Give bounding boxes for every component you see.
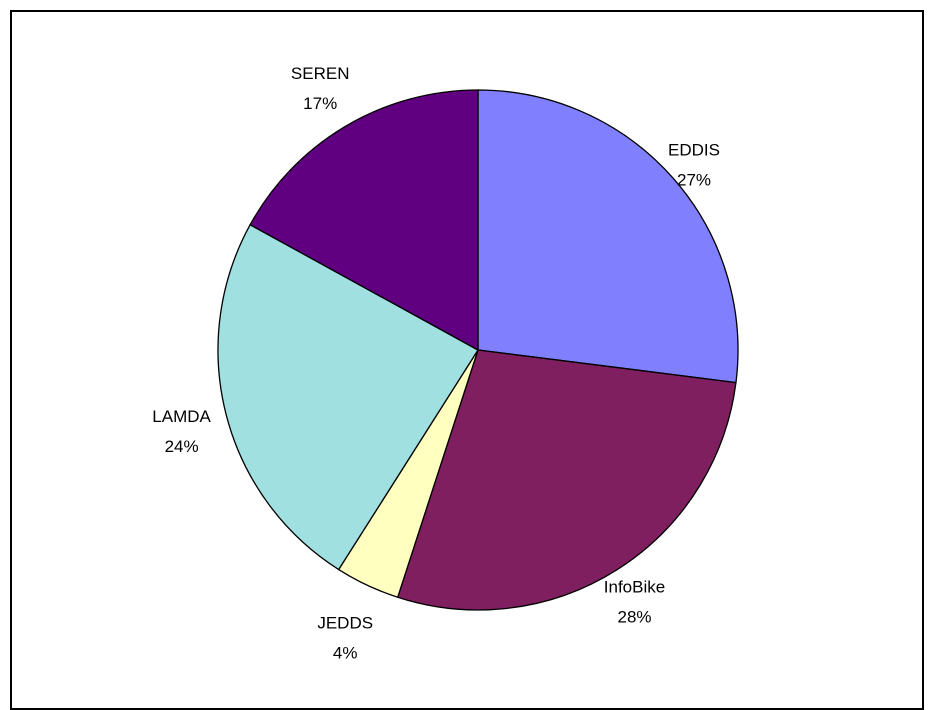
pie-slices [217,89,739,611]
pie-slice-lamda [217,223,479,571]
pie-chart: EDDIS 27% InfoBike 28% JEDDS 4% LAMDA 24% SEREN 1… [152,64,739,662]
pie-slice-eddis [477,89,739,384]
pie-slice-infobike [396,349,737,611]
slice-percent-label-seren: 17% [303,94,337,113]
slice-percent-label-lamda: 24% [165,437,199,456]
slice-percent-label-eddis: 27% [677,171,711,190]
slice-name-label-lamda: LAMDA [152,407,211,426]
chart-frame: EDDIS 27% InfoBike 28% JEDDS 4% LAMDA 24% SEREN 1… [10,10,924,710]
pie-labels: EDDIS 27% InfoBike 28% JEDDS 4% LAMDA 24% SEREN 1… [152,64,720,662]
pie-slice-seren [249,89,479,352]
slice-name-label-jedds: JEDDS [317,613,373,632]
slice-name-label-eddis: EDDIS [668,141,720,160]
slice-percent-label-infobike: 28% [617,608,651,627]
slice-name-label-infobike: InfoBike [604,578,665,597]
slice-name-label-seren: SEREN [291,64,350,83]
slice-percent-label-jedds: 4% [333,643,358,662]
